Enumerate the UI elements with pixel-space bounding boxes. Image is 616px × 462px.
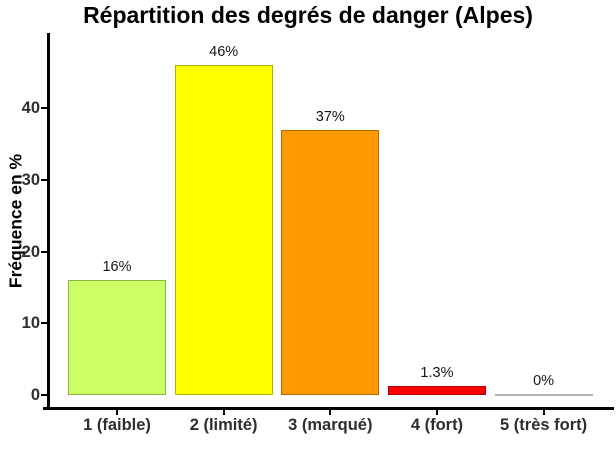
x-tick-label: 2 (limité) xyxy=(189,416,258,434)
x-tick-label: 5 (très fort) xyxy=(500,416,588,434)
x-tick-mark xyxy=(329,409,332,415)
x-tick-label: 1 (faible) xyxy=(83,416,151,434)
y-tick-label: 0 xyxy=(30,385,40,404)
bar-2 (limité) xyxy=(174,65,273,395)
x-tick-mark xyxy=(222,409,225,415)
x-tick-mark xyxy=(542,409,545,415)
x-tick-mark xyxy=(435,409,438,415)
bar-4 (fort) xyxy=(387,385,486,395)
y-tick-label: 30 xyxy=(21,170,40,189)
x-axis-line xyxy=(43,407,614,410)
y-tick-mark xyxy=(41,178,48,181)
bar-value-label: 1.3% xyxy=(420,364,454,381)
y-axis-line xyxy=(47,33,50,410)
y-tick-label: 20 xyxy=(21,242,40,261)
y-tick-mark xyxy=(41,322,48,325)
bar-value-label: 37% xyxy=(315,108,345,125)
chart-title: Répartition des degrés de danger (Alpes) xyxy=(83,2,533,28)
bar-value-label: 46% xyxy=(209,44,239,61)
bar-value-label: 0% xyxy=(533,373,555,389)
bar-1 (faible) xyxy=(68,280,166,395)
bar-5 (très fort) xyxy=(494,394,593,396)
bar-value-label: 16% xyxy=(102,259,132,276)
x-tick-label: 4 (fort) xyxy=(410,416,464,434)
y-tick-label: 10 xyxy=(21,314,40,333)
bar-3 (marqué) xyxy=(281,129,380,395)
x-tick-label: 3 (marqué) xyxy=(288,416,373,434)
y-tick-mark xyxy=(41,394,48,396)
x-tick-mark xyxy=(116,409,118,415)
y-tick-mark xyxy=(41,250,48,253)
y-tick-label: 40 xyxy=(21,98,40,117)
y-tick-mark xyxy=(41,107,48,110)
